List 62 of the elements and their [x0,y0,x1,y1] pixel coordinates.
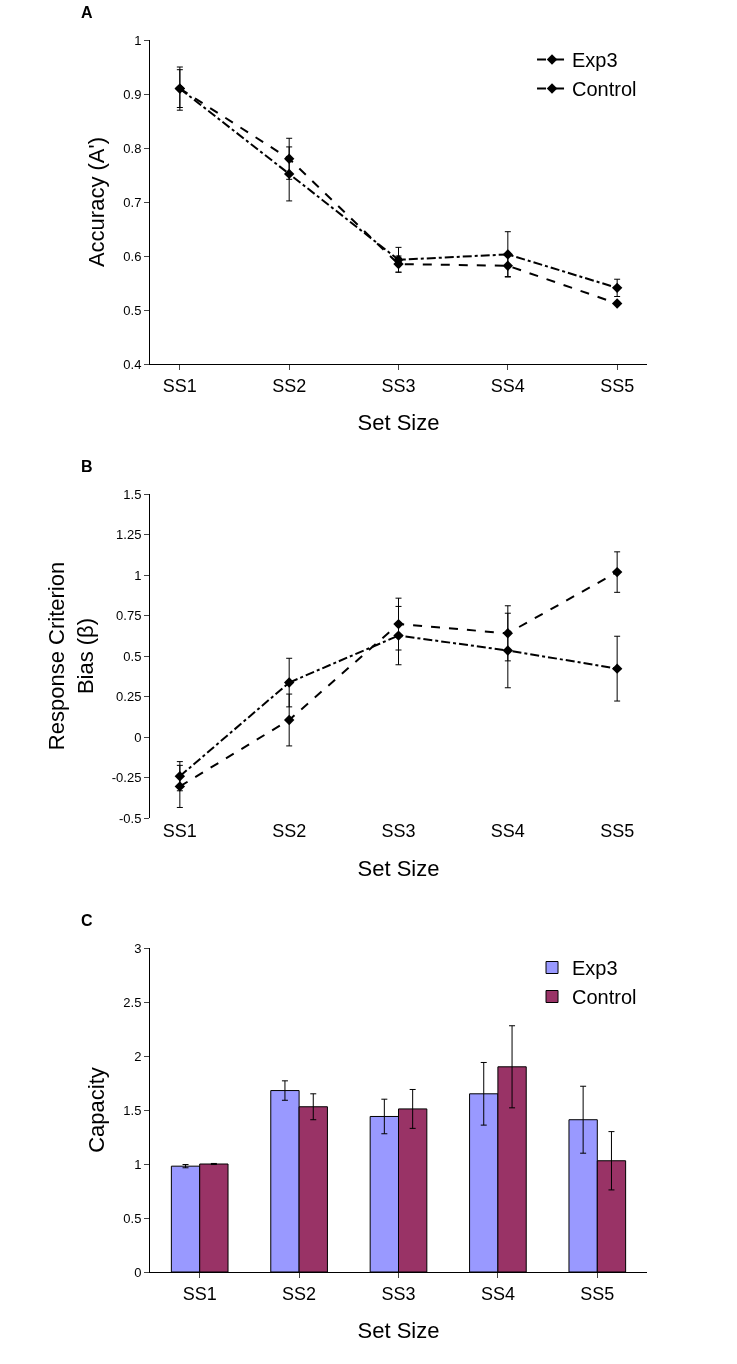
legend-label: Exp3 [572,49,618,72]
y-tick-label: 3 [134,940,142,956]
x-tick-label: SS1 [162,375,197,396]
y-tick-label: 1.5 [123,486,142,502]
point [611,663,623,674]
y-tick-label: 0.25 [116,689,142,705]
point [611,282,623,294]
y-tick-label: 0.9 [123,86,142,102]
x-axis-title: Set Size [357,855,440,881]
x-tick-label: SS4 [480,1283,515,1304]
y-tick-label: 1 [134,1156,142,1172]
y-axis-title: Response Criterion Bias (β) [43,561,98,751]
y-tick-label: -0.25 [111,770,142,786]
point [611,566,623,578]
y-tick-label: 0.5 [123,302,142,318]
y-tick-label: 1 [134,567,142,583]
x-tick-label: SS5 [600,821,635,841]
y-tick-label: 2 [134,1048,142,1064]
y-tick-label: 1.25 [116,527,142,543]
chart-title: B [81,458,93,476]
x-tick-label: SS4 [490,821,525,841]
point [283,168,295,180]
y-tick-label: 2.5 [123,994,142,1010]
legend-label: Control [572,78,637,101]
y-tick-label: -0.5 [118,810,142,826]
x-tick-label: SS1 [182,1283,217,1304]
x-tick-label: SS3 [381,821,416,841]
y-tick-label: 0.5 [123,648,142,664]
y-axis-title: Capacity [84,1067,110,1153]
point [611,298,623,309]
y-tick-label: 0.7 [123,194,142,210]
y-tick-label: 0 [134,729,142,745]
x-axis-title: Set Size [357,410,440,436]
point [502,249,514,260]
chart-title: C [81,912,94,930]
x-axis-title: Set Size [357,1318,440,1344]
y-tick-label: 0.5 [123,1210,142,1226]
point [502,645,514,656]
x-tick-label: SS2 [282,1283,317,1304]
legend-label: Control [572,986,637,1009]
point [174,771,186,782]
legend-label: Exp3 [572,957,618,980]
x-tick-label: SS1 [162,821,197,841]
chart-title: A [81,4,94,22]
point [393,630,404,641]
point [283,677,295,688]
x-tick-label: SS3 [381,375,416,396]
y-tick-label: 1 [134,32,142,48]
y-tick-label: 0 [134,1264,142,1280]
y-tick-label: 0.6 [123,248,142,264]
y-axis-title: Accuracy (A') [84,136,110,268]
point [283,714,295,726]
y-tick-label: 0.8 [123,140,142,156]
x-tick-label: SS5 [580,1283,615,1304]
x-tick-label: SS3 [381,1283,416,1304]
x-tick-label: SS5 [600,375,635,396]
x-tick-label: SS4 [490,375,525,396]
y-tick-label: 1.5 [123,1102,142,1118]
y-tick-label: 0.4 [123,356,142,372]
y-tick-label: 0.75 [116,608,142,624]
x-tick-label: SS2 [272,375,307,396]
x-tick-label: SS2 [272,821,307,841]
